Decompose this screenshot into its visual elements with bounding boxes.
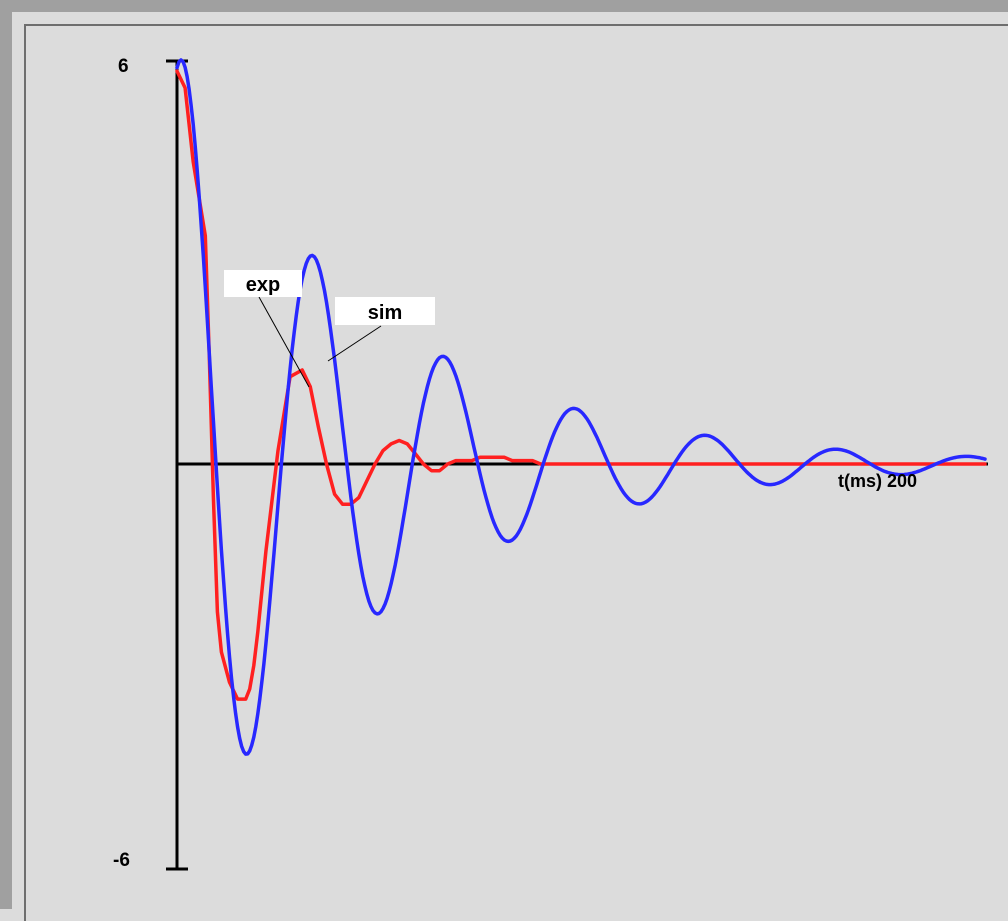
- legend-callouts: exp sim: [224, 270, 435, 388]
- plot-panel: [24, 24, 1008, 921]
- legend-sim-leader: [327, 325, 382, 362]
- legend-sim-label: sim: [368, 302, 402, 324]
- series-line-sim: [175, 58, 987, 756]
- y-tick-label-min: -6: [113, 850, 130, 871]
- x-axis-label: t(ms) 200: [838, 471, 917, 491]
- y-tick-label-max: 6: [118, 56, 129, 77]
- series-line-exp: [175, 69, 987, 701]
- legend-sim-box: [335, 297, 435, 325]
- legend-exp-box: [224, 270, 302, 297]
- series-layer: [175, 58, 987, 756]
- x-axis-label-text: t(ms) 200: [838, 471, 917, 491]
- legend-exp-leader: [258, 296, 310, 388]
- legend-exp-label: exp: [246, 274, 280, 296]
